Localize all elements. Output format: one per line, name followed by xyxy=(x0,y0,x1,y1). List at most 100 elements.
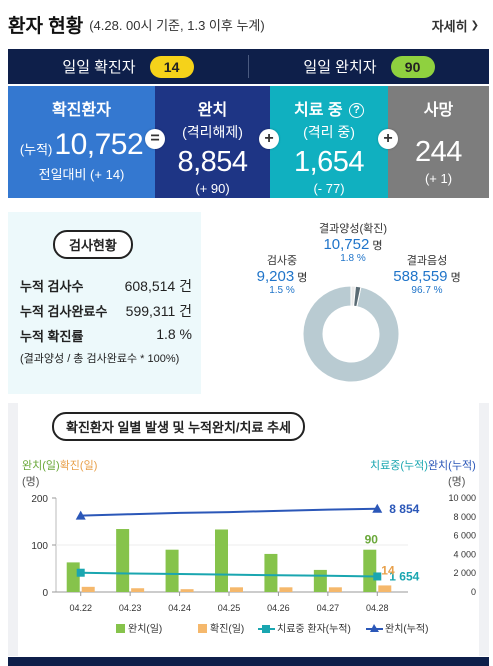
legend-label: 완치(일) xyxy=(128,623,162,635)
data-label-released-daily: 90 xyxy=(365,533,379,547)
tests-row: 누적 검사완료수 599,311 건 xyxy=(20,301,192,321)
tests-row-label: 누적 검사수 xyxy=(20,279,84,294)
daily-confirmed-label: 일일 확진자 xyxy=(62,59,136,76)
page-subtitle: (4.28. 00시 기준, 1.3 이후 누계) xyxy=(89,17,265,33)
card-released-value: 8,854 xyxy=(177,146,248,178)
legend-marker xyxy=(370,624,379,632)
divider xyxy=(248,55,249,78)
x-tick-label: 04.26 xyxy=(267,603,290,613)
tests-title: 검사현황 xyxy=(53,230,133,259)
bottom-strip xyxy=(8,657,489,666)
tests-row-value: 599,311 건 xyxy=(125,303,192,319)
card-confirmed-prefix: (누적) xyxy=(19,142,53,157)
more-link-label: 자세히 xyxy=(431,19,468,34)
card-confirmed-value: 10,752 xyxy=(54,128,144,161)
x-tick-label: 04.25 xyxy=(218,603,241,613)
tests-row-value: 1.8 % xyxy=(156,326,192,342)
trend-right-unit: (명) xyxy=(448,476,466,488)
y-tick-label-left: 100 xyxy=(31,541,48,552)
ring-slice-negative xyxy=(302,285,400,383)
trend-right-legend: 치료중(누적)완치(누적) xyxy=(370,457,476,473)
trend-left-unit: (명) xyxy=(22,476,40,488)
daily-summary-bar: 일일 확진자 14 일일 완치자 90 xyxy=(8,49,489,84)
bar-confirmed-daily xyxy=(328,587,342,592)
legend-label: 확진(일) xyxy=(210,623,244,635)
card-deaths-delta: (+ 1) xyxy=(424,171,453,186)
ring-label-negative: 결과음성 588,559 명 96.7 % xyxy=(381,252,473,296)
plus-icon: + xyxy=(259,129,279,149)
ring-slice-positive xyxy=(353,285,362,308)
ring-positive-pct: 1.8 % xyxy=(340,253,366,264)
legend-marker xyxy=(262,625,270,633)
more-link[interactable]: 자세히 ❯ xyxy=(432,16,479,35)
y-tick-label-right: 10 000 xyxy=(448,493,476,503)
bar-confirmed-daily xyxy=(230,587,243,592)
card-released: 완치 (격리해제) 8,854 (+ 90) xyxy=(155,86,270,198)
bar-confirmed-daily xyxy=(180,589,194,592)
bar-released-daily xyxy=(215,529,228,592)
daily-released-label: 일일 완치자 xyxy=(303,59,377,76)
bar-released-daily xyxy=(313,569,327,592)
tests-row: 누적 검사수 608,514 건 xyxy=(20,276,192,296)
bar-released-daily xyxy=(363,549,377,592)
tests-section: 검사현황 누적 검사수 608,514 건 누적 검사완료수 599,311 건… xyxy=(8,212,489,394)
tests-ring-panel: 결과양성(확진) 10,752 명 1.8 % 검사중 9,203 명 1.5 … xyxy=(201,212,489,394)
ring-negative-label: 결과음성 xyxy=(406,255,448,267)
legend-swatch xyxy=(116,624,125,633)
card-treating-sub: (격리 중) xyxy=(303,124,355,140)
card-treating-value: 1,654 xyxy=(293,146,365,178)
line-treating-cum-point xyxy=(76,568,85,577)
card-treating-title: 치료 중 xyxy=(293,102,343,119)
line-released-cum-point xyxy=(372,503,383,513)
ring-negative-pct: 96.7 % xyxy=(411,285,443,296)
x-tick-label: 04.23 xyxy=(119,603,142,613)
card-confirmed: 확진환자 (누적) 10,752 전일대비 (+ 14) xyxy=(8,86,155,198)
trend-left-legend-a: 완치(일) xyxy=(22,460,60,472)
summary-cards: 확진환자 (누적) 10,752 전일대비 (+ 14) 완치 (격리해제) 8… xyxy=(8,86,489,198)
daily-released: 일일 완치자 90 xyxy=(249,49,489,84)
page-title: 환자 현황 xyxy=(8,15,84,37)
ring-positive-unit: 명 xyxy=(372,240,383,252)
ring-testing-unit: 명 xyxy=(297,272,308,284)
help-icon[interactable]: ? xyxy=(349,103,365,118)
tests-note: (결과양성 / 총 검사완료수 * 100%) xyxy=(20,353,180,365)
legend-swatch xyxy=(198,624,207,633)
bar-released-daily xyxy=(116,529,130,592)
trend-left-legend-b: 확진(일) xyxy=(59,460,98,472)
equals-icon: = xyxy=(145,129,165,149)
data-label-treating-cum: 1 654 xyxy=(389,569,419,583)
ring-negative-unit: 명 xyxy=(450,272,461,284)
daily-released-badge: 90 xyxy=(390,55,435,78)
ring-negative-value: 588,559 xyxy=(393,268,448,285)
page-header: 환자 현황 (4.28. 00시 기준, 1.3 이후 누계) 자세히 ❯ xyxy=(0,0,493,48)
card-deaths: 사망 244 (+ 1) xyxy=(388,86,489,198)
legend-label: 치료중 환자(누적) xyxy=(277,623,351,635)
daily-confirmed: 일일 확진자 14 xyxy=(8,49,248,84)
x-tick-label: 04.24 xyxy=(168,603,191,613)
ring-testing-pct: 1.5 % xyxy=(269,285,295,296)
y-tick-label-right: 2 000 xyxy=(453,568,476,578)
card-released-sub: (격리해제) xyxy=(182,124,243,140)
y-tick-label-left: 0 xyxy=(42,588,48,599)
trend-section: 확진환자 일별 발생 및 누적완치/치료 추세 완치(일)확진(일) (명) 치… xyxy=(8,403,489,656)
bar-confirmed-daily xyxy=(81,586,95,592)
card-deaths-value: 244 xyxy=(415,136,462,168)
card-treating-delta: (- 77) xyxy=(313,181,345,196)
tests-summary: 검사현황 누적 검사수 608,514 건 누적 검사완료수 599,311 건… xyxy=(8,212,201,394)
trend-title: 확진환자 일별 발생 및 누적완치/치료 추세 xyxy=(52,412,305,441)
bar-confirmed-daily xyxy=(279,587,293,592)
bar-confirmed-daily xyxy=(378,585,392,592)
trend-right-legend-b: 완치(누적) xyxy=(427,460,476,472)
card-released-title: 완치 xyxy=(197,102,228,119)
y-tick-label-left: 200 xyxy=(31,494,48,505)
ring-positive-label: 결과양성(확진) xyxy=(318,223,388,235)
line-released-cum xyxy=(80,507,378,517)
line-treating-cum xyxy=(80,571,378,578)
tests-ring-chart xyxy=(302,285,400,383)
data-label-confirmed-daily: 14 xyxy=(381,563,395,577)
trend-chart: 200 100 0 10 000 8 000 6 000 4 000 2 000 0 04.22 0… xyxy=(31,493,476,635)
plus-icon: + xyxy=(378,129,398,149)
tests-row: 누적 확진률 1.8 % xyxy=(20,326,192,345)
ring-testing-label: 검사중 xyxy=(266,255,298,267)
y-tick-label-right: 0 xyxy=(471,587,476,597)
